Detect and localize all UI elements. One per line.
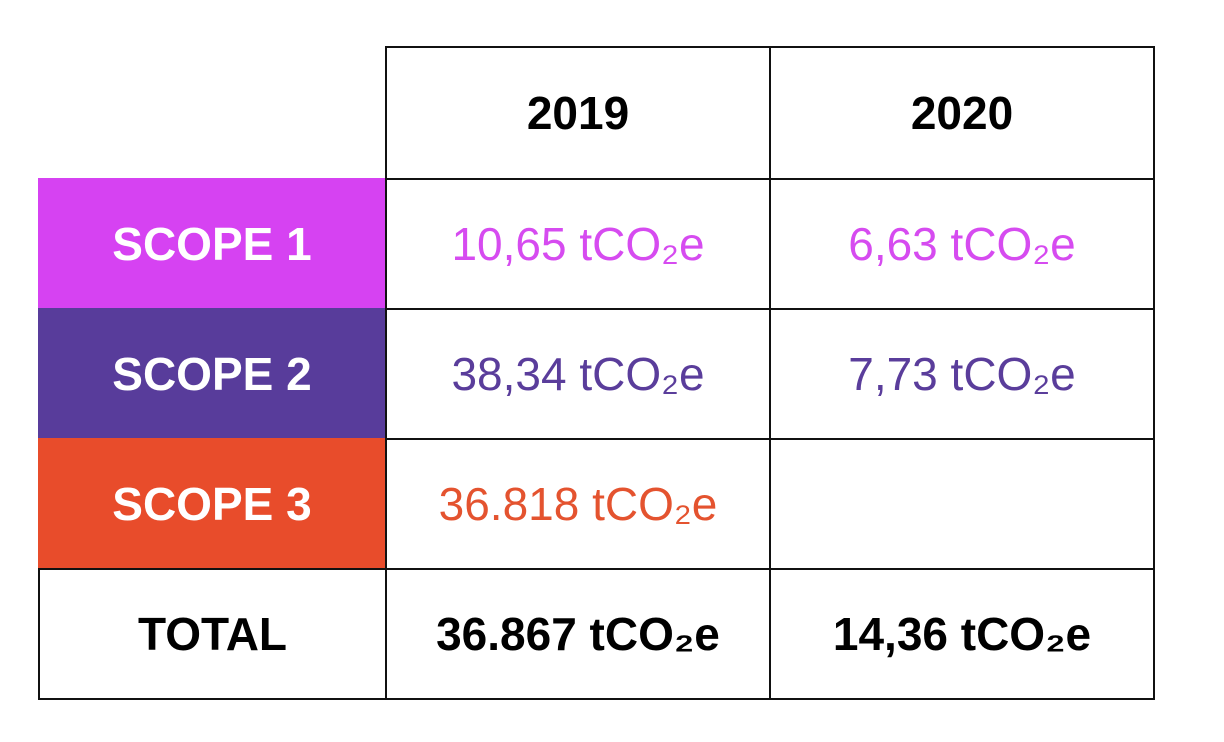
value-cell: 10,65 tCO₂e bbox=[385, 178, 771, 310]
header-cell: 2019 bbox=[385, 46, 771, 180]
row-label: TOTAL bbox=[38, 568, 387, 700]
value-cell: 38,34 tCO₂e bbox=[385, 308, 771, 440]
row-label: SCOPE 1 bbox=[38, 178, 386, 310]
row-label: SCOPE 3 bbox=[38, 438, 386, 570]
total-cell: 36.867 tCO₂e bbox=[385, 568, 771, 700]
value-cell: 36.818 tCO₂e bbox=[385, 438, 771, 570]
header-cell: 2020 bbox=[769, 46, 1155, 180]
value-cell: 7,73 tCO₂e bbox=[769, 308, 1155, 440]
row-label: SCOPE 2 bbox=[38, 308, 386, 440]
value-cell: 6,63 tCO₂e bbox=[769, 178, 1155, 310]
total-cell: 14,36 tCO₂e bbox=[769, 568, 1155, 700]
empty-cell bbox=[769, 438, 1155, 570]
